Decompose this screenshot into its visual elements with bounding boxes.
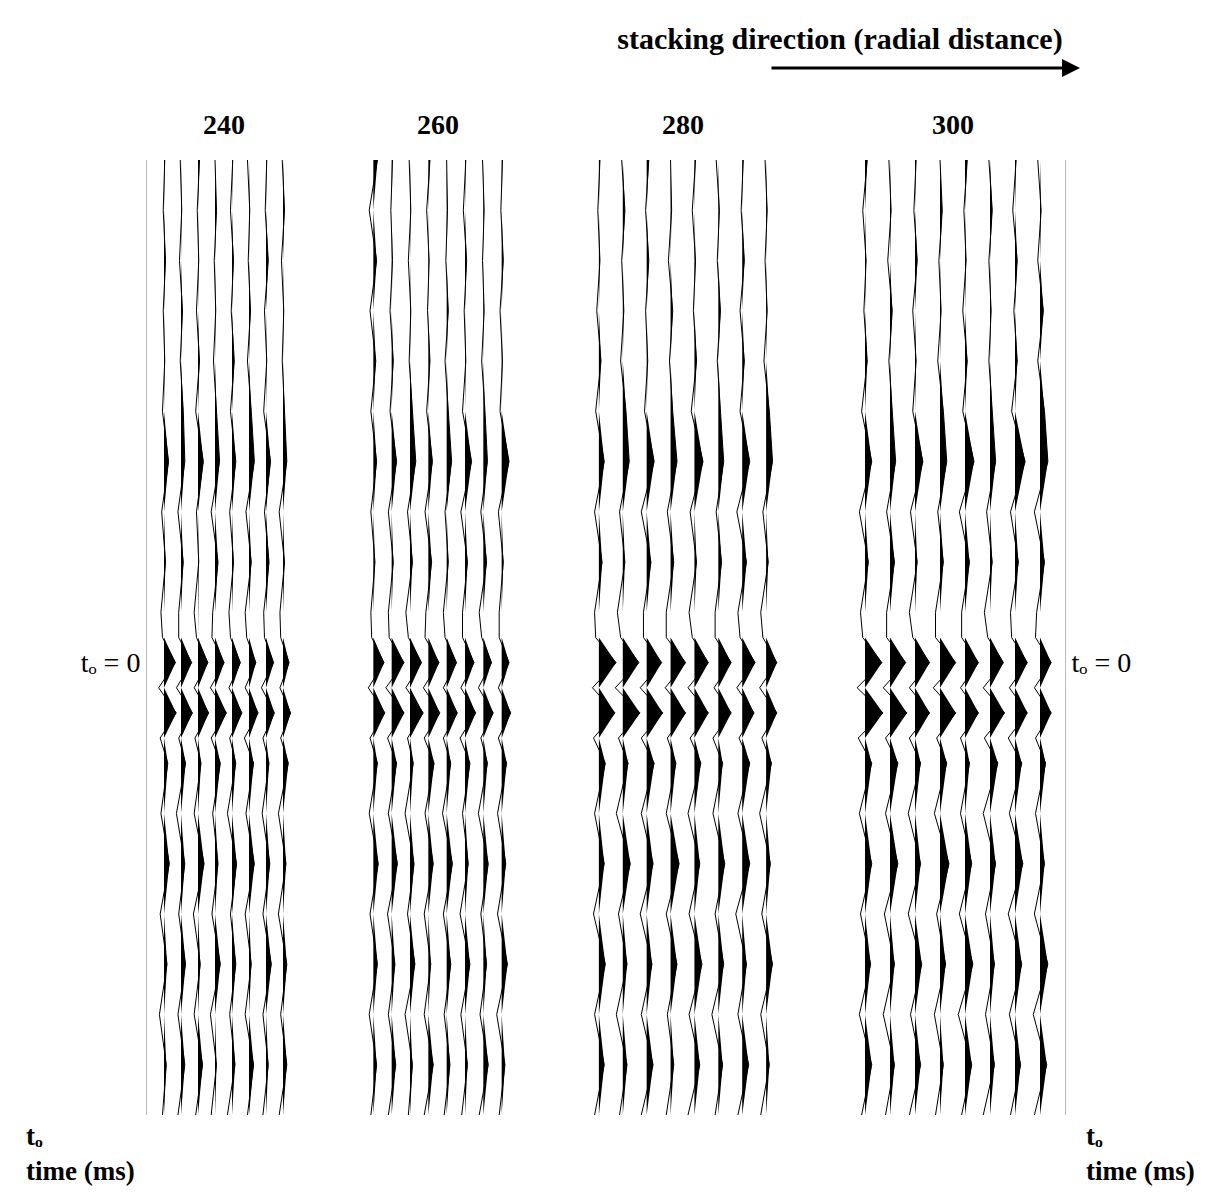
svg-text:tₒtime (ms): tₒtime (ms) [26, 1121, 135, 1186]
svg-text:tₒ = 0: tₒ = 0 [81, 647, 141, 678]
svg-text:300: 300 [932, 109, 974, 140]
svg-text:260: 260 [417, 109, 459, 140]
svg-text:280: 280 [662, 109, 704, 140]
svg-text:stacking direction (radial dis: stacking direction (radial distance) [617, 22, 1062, 56]
svg-text:tₒtime (ms): tₒtime (ms) [1086, 1121, 1195, 1186]
svg-text:240: 240 [203, 109, 245, 140]
svg-text:tₒ = 0: tₒ = 0 [1072, 647, 1132, 678]
